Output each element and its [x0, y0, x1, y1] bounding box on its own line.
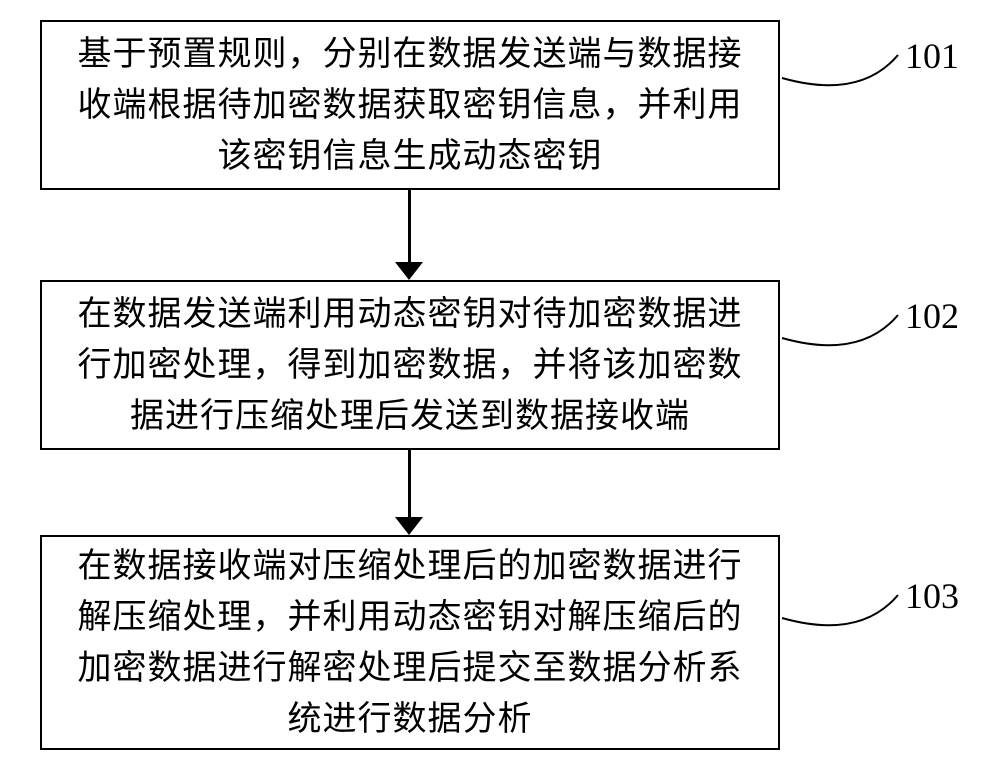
arrow-102-103-head [395, 517, 423, 535]
label-101: 101 [905, 35, 959, 77]
flow-step-103: 在数据接收端对压缩处理后的加密数据进行解压缩处理，并利用动态密钥对解压缩后的加密… [40, 535, 780, 750]
arrow-102-103-line [408, 450, 411, 521]
flow-step-103-text: 在数据接收端对压缩处理后的加密数据进行解压缩处理，并利用动态密钥对解压缩后的加密… [62, 541, 758, 745]
arrow-101-102-head [395, 262, 423, 280]
arrow-101-102-line [408, 190, 411, 266]
flow-step-102-text: 在数据发送端利用动态密钥对待加密数据进行加密处理，得到加密数据，并将该加密数据进… [62, 289, 758, 442]
flow-step-101-text: 基于预置规则，分别在数据发送端与数据接收端根据待加密数据获取密钥信息，并利用该密… [62, 29, 758, 182]
label-103: 103 [905, 575, 959, 617]
flow-step-102: 在数据发送端利用动态密钥对待加密数据进行加密处理，得到加密数据，并将该加密数据进… [40, 280, 780, 450]
flow-step-101: 基于预置规则，分别在数据发送端与数据接收端根据待加密数据获取密钥信息，并利用该密… [40, 20, 780, 190]
label-102: 102 [905, 295, 959, 337]
